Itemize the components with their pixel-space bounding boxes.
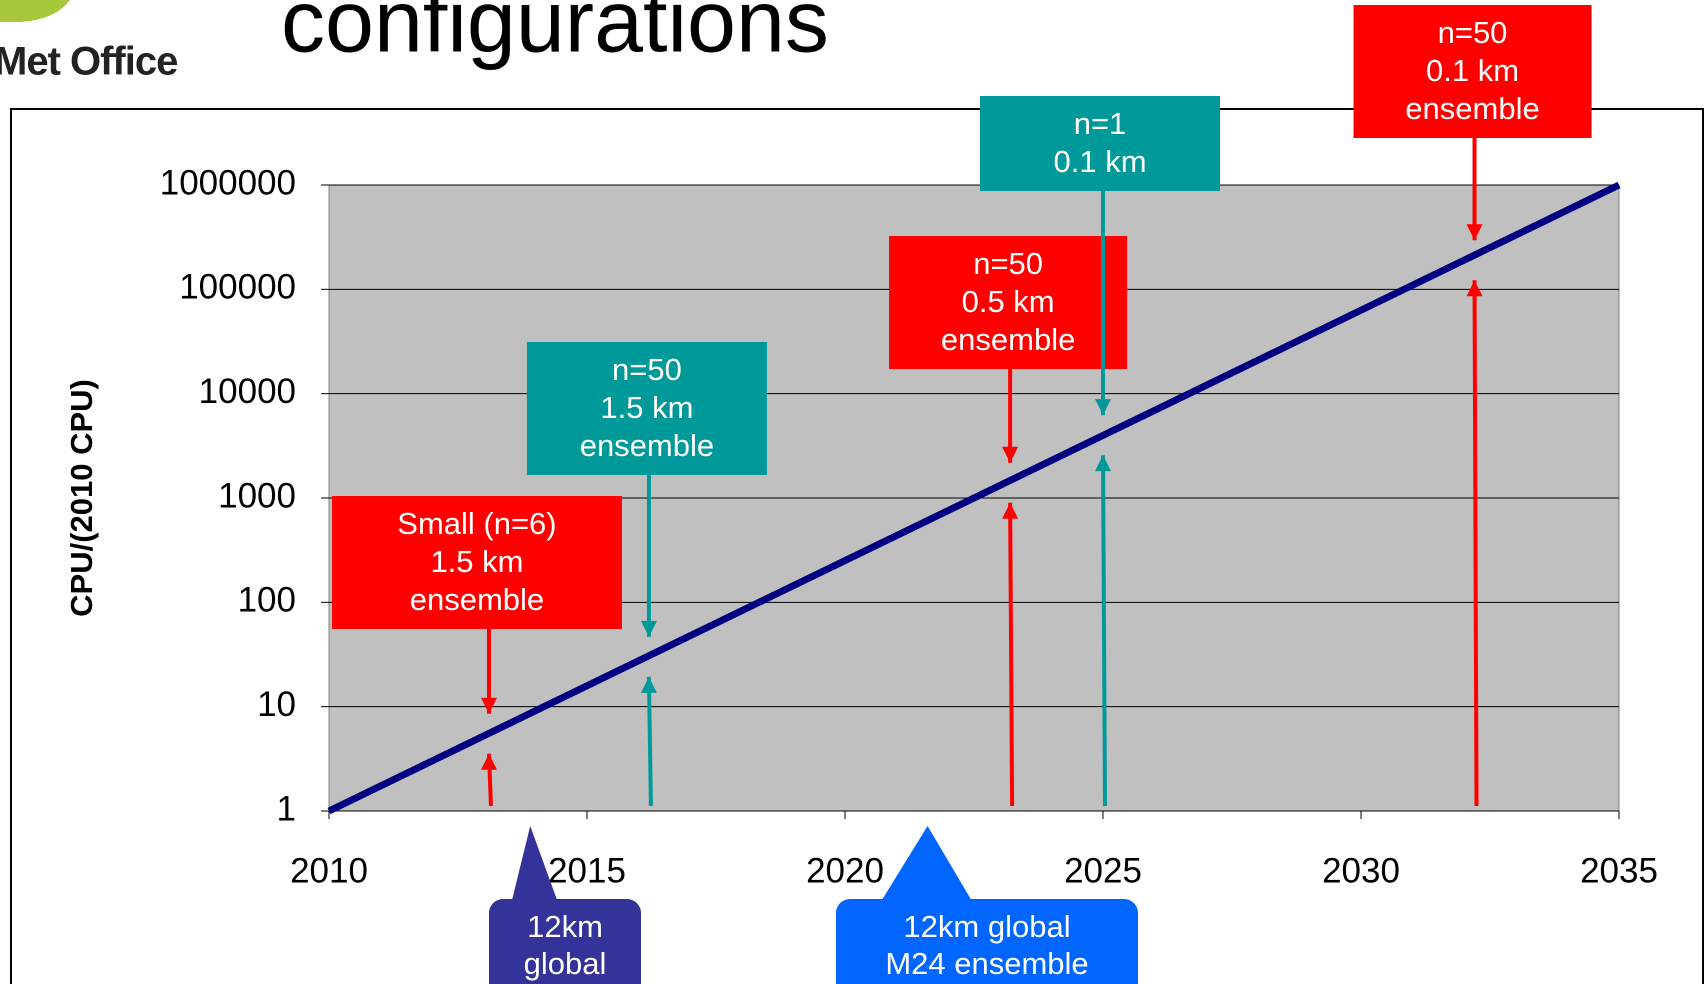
arrow-head [480, 697, 497, 714]
y-tick-label: 1 [277, 789, 296, 828]
annotation-box [526, 342, 767, 475]
arrow-shaft [1472, 280, 1479, 807]
logo-text: Met Office [0, 40, 177, 84]
callout-pointer [511, 826, 558, 901]
y-tick-label: 10 [257, 685, 296, 724]
x-tick-label: 2030 [1322, 851, 1400, 890]
arrow-head [1002, 502, 1019, 519]
callout-text: M24 ensemble [885, 946, 1088, 981]
logo-shape [0, 0, 70, 22]
annotation-box [331, 496, 622, 629]
arrow-shaft [1008, 502, 1015, 807]
annotation-text: n=50 [973, 246, 1043, 281]
arrow-shaft [646, 676, 653, 807]
annotation-text: n=50 [612, 352, 682, 387]
annotation-text: Small (n=6) [397, 506, 556, 541]
annotation-text: ensemble [580, 428, 714, 463]
annotation-box [980, 96, 1220, 191]
annotation-text: 1.5 km [600, 390, 693, 425]
annotation-text: 0.1 km [1426, 53, 1519, 88]
frame [10, 108, 1704, 984]
callout-box [489, 899, 641, 984]
annotation-text: 0.5 km [962, 284, 1055, 319]
arrow-shaft [1101, 455, 1107, 807]
annotation-box [889, 236, 1128, 369]
arrow-head [1095, 399, 1111, 416]
x-tick-label: 2025 [1064, 851, 1142, 890]
annotation-box [1353, 5, 1592, 138]
y-tick-label: 10000 [199, 372, 296, 411]
x-tick-label: 2010 [290, 851, 368, 890]
arrow-head [480, 753, 497, 770]
y-tick-label: 1000 [218, 476, 296, 515]
y-tick-label: 100 [238, 581, 296, 620]
arrow-head [1466, 224, 1483, 241]
x-tick-label: 2035 [1580, 851, 1658, 890]
callout-box [836, 899, 1138, 984]
callout-pointer [881, 826, 972, 901]
annotation-text: 0.1 km [1053, 144, 1146, 179]
callout-text: global [524, 946, 607, 981]
arrow-head [1002, 446, 1019, 463]
annotation-text: n=50 [1438, 15, 1508, 50]
arrow-head [640, 676, 657, 693]
callout-text: 12km global [903, 909, 1070, 944]
chart-title: configurations [281, 0, 829, 70]
arrow-head [1095, 455, 1111, 472]
annotation-text: 1.5 km [430, 544, 523, 579]
arrow-head [640, 620, 657, 637]
annotation-text: ensemble [941, 322, 1075, 357]
y-axis-label: CPU/(2010 CPU) [64, 379, 99, 617]
y-tick-label: 100000 [179, 268, 296, 307]
y-tick-label: 1000000 [160, 163, 296, 202]
x-tick-label: 2015 [548, 851, 626, 890]
annotation-text: ensemble [410, 582, 544, 617]
callout-text: 12km [527, 909, 603, 944]
annotation-text: n=1 [1074, 106, 1127, 141]
arrow-head [1466, 280, 1483, 297]
x-tick-label: 2020 [806, 851, 884, 890]
annotation-text: ensemble [1405, 91, 1539, 126]
line [327, 181, 1621, 815]
